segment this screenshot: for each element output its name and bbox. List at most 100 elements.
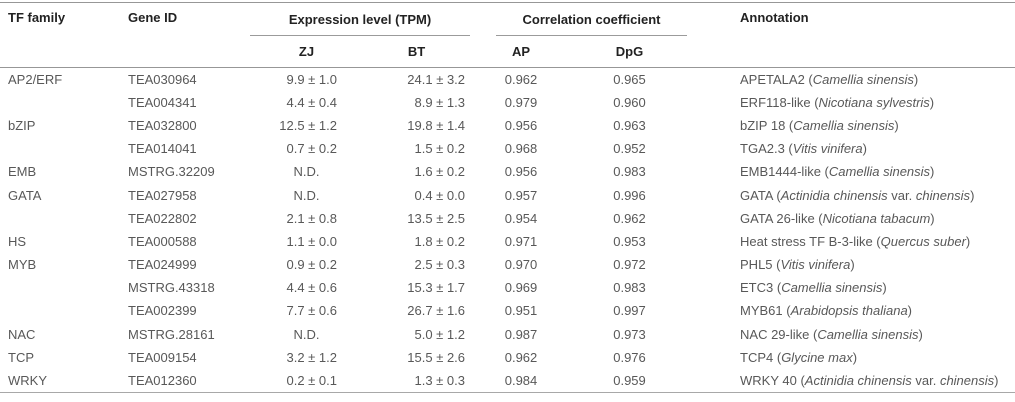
- expression-bt-cell: 0.4 ± 0.0: [414, 187, 466, 203]
- correlation-dpg-cell: 0.963: [613, 117, 646, 133]
- gene-id-cell: MSTRG.32209: [128, 164, 215, 180]
- gene-id-cell: TEA030964: [128, 71, 197, 87]
- col-header-ap: AP: [470, 35, 573, 68]
- annotation-cell: EMB1444-like (Camellia sinensis): [740, 164, 935, 180]
- annotation-cell: MYB61 (Arabidopsis thaliana): [740, 303, 913, 319]
- tf-family-cell: GATA: [8, 187, 42, 203]
- gene-id-cell: TEA002399: [128, 303, 197, 319]
- expression-bt-cell: 15.3 ± 1.7: [407, 280, 466, 296]
- correlation-ap-cell: 0.962: [504, 349, 538, 365]
- table-row: TEA022802 2.1 ± 0.8 13.5 ± 2.5 0.954 0.9…: [0, 207, 1015, 230]
- gene-id-cell: TEA014041: [128, 141, 197, 157]
- expression-zj-cell: 12.5 ± 1.2: [279, 117, 337, 133]
- correlation-dpg-cell: 0.959: [572, 368, 688, 393]
- table-body: AP2/ERF TEA030964 9.9 ± 1.0 24.1 ± 3.2 0…: [0, 68, 1015, 393]
- expression-bt-cell: 13.5 ± 2.5: [407, 210, 466, 226]
- col-header-tf-family: TF family: [0, 2, 120, 68]
- table-row: MSTRG.43318 4.4 ± 0.6 15.3 ± 1.7 0.969 0…: [0, 276, 1015, 299]
- correlation-group-label: Correlation coefficient: [496, 12, 688, 36]
- correlation-ap-cell: 0.970: [504, 257, 538, 273]
- expression-bt-cell: 5.0 ± 1.2: [414, 326, 466, 342]
- gene-id-cell: TEA027958: [128, 187, 197, 203]
- tf-family-cell: HS: [8, 233, 27, 249]
- col-header-gene-id: Gene ID: [120, 2, 250, 68]
- annotation-cell: bZIP 18 (Camellia sinensis): [740, 117, 899, 133]
- correlation-dpg-cell: 0.997: [613, 303, 646, 319]
- correlation-dpg-cell: 0.953: [613, 233, 646, 249]
- expression-zj-cell: 9.9 ± 1.0: [286, 71, 337, 87]
- correlation-dpg-cell: 0.983: [613, 164, 646, 180]
- table-row: AP2/ERF TEA030964 9.9 ± 1.0 24.1 ± 3.2 0…: [0, 68, 1015, 91]
- tf-family-cell: TCP: [8, 349, 34, 365]
- correlation-dpg-cell: 0.965: [613, 71, 646, 87]
- correlation-dpg-cell: 0.962: [613, 210, 646, 226]
- header-row-groups: TF family Gene ID Expression level (TPM)…: [0, 2, 1015, 68]
- expression-zj-cell: N.D.: [293, 164, 320, 180]
- tf-family-cell: EMB: [8, 164, 37, 180]
- table-row: EMB MSTRG.32209 N.D. 1.6 ± 0.2 0.956 0.9…: [0, 160, 1015, 183]
- table-row: WRKY TEA012360 0.2 ± 0.1 1.3 ± 0.3 0.984…: [0, 368, 1015, 393]
- expression-zj-cell: 1.1 ± 0.0: [286, 233, 337, 249]
- col-header-annotation: Annotation: [687, 2, 1015, 68]
- expression-bt-cell: 2.5 ± 0.3: [414, 257, 466, 273]
- annotation-cell: Heat stress TF B-3-like (Quercus suber): [740, 233, 971, 249]
- correlation-ap-cell: 0.957: [504, 187, 538, 203]
- expression-zj-cell: N.D.: [293, 326, 320, 342]
- expression-bt-cell: 24.1 ± 3.2: [407, 71, 466, 87]
- correlation-ap-cell: 0.956: [504, 117, 538, 133]
- col-group-expression-level: Expression level (TPM): [250, 2, 471, 36]
- gene-id-cell: TEA004341: [128, 94, 197, 110]
- annotation-cell: GATA 26-like (Nicotiana tabacum): [740, 210, 935, 226]
- correlation-ap-cell: 0.979: [504, 94, 538, 110]
- expression-zj-cell: N.D.: [293, 187, 320, 203]
- tf-family-cell: [0, 299, 120, 322]
- gene-id-cell: TEA012360: [120, 368, 250, 393]
- annotation-cell: ERF118-like (Nicotiana sylvestris): [740, 94, 935, 110]
- gene-id-cell: TEA024999: [128, 257, 197, 273]
- annotation-cell: WRKY 40 (Actinidia chinensis var. chinen…: [687, 368, 1015, 393]
- expression-zj-cell: 3.2 ± 1.2: [286, 349, 337, 365]
- correlation-ap-cell: 0.954: [504, 210, 538, 226]
- expression-zj-cell: 0.9 ± 0.2: [286, 257, 337, 273]
- annotation-cell: APETALA2 (Camellia sinensis): [740, 71, 919, 87]
- expression-bt-cell: 26.7 ± 1.6: [407, 303, 466, 319]
- correlation-ap-cell: 0.962: [504, 71, 538, 87]
- expression-bt-cell: 1.6 ± 0.2: [414, 164, 466, 180]
- col-header-zj: ZJ: [250, 35, 363, 68]
- expression-group-label: Expression level (TPM): [250, 12, 471, 36]
- gene-id-cell: MSTRG.43318: [128, 280, 215, 296]
- expression-zj-cell: 4.4 ± 0.4: [286, 94, 337, 110]
- table-row: TCP TEA009154 3.2 ± 1.2 15.5 ± 2.6 0.962…: [0, 346, 1015, 369]
- annotation-cell: NAC 29-like (Camellia sinensis): [740, 326, 923, 342]
- table-row: TEA004341 4.4 ± 0.4 8.9 ± 1.3 0.979 0.96…: [0, 91, 1015, 114]
- expression-bt-cell: 15.5 ± 2.6: [407, 349, 466, 365]
- gene-id-cell: TEA032800: [128, 117, 197, 133]
- table-header: TF family Gene ID Expression level (TPM)…: [0, 2, 1015, 68]
- correlation-dpg-cell: 0.976: [613, 349, 646, 365]
- table-row: TEA014041 0.7 ± 0.2 1.5 ± 0.2 0.968 0.95…: [0, 137, 1015, 160]
- expression-bt-cell: 1.5 ± 0.2: [414, 141, 466, 157]
- expression-bt-cell: 1.8 ± 0.2: [414, 233, 466, 249]
- annotation-cell: PHL5 (Vitis vinifera): [740, 257, 855, 273]
- correlation-dpg-cell: 0.952: [613, 141, 646, 157]
- tf-family-cell: [0, 207, 120, 230]
- correlation-dpg-cell: 0.996: [613, 187, 646, 203]
- tf-family-cell: AP2/ERF: [8, 71, 63, 87]
- gene-id-cell: TEA000588: [128, 233, 197, 249]
- gene-id-cell: TEA022802: [128, 210, 197, 226]
- correlation-ap-cell: 0.956: [504, 164, 538, 180]
- annotation-cell: TCP4 (Glycine max): [740, 349, 858, 365]
- correlation-dpg-cell: 0.972: [613, 257, 646, 273]
- expression-zj-cell: 0.2 ± 0.1: [250, 368, 363, 393]
- tf-family-cell: NAC: [8, 326, 36, 342]
- table-row: NAC MSTRG.28161 N.D. 5.0 ± 1.2 0.987 0.9…: [0, 323, 1015, 346]
- col-group-correlation-coefficient: Correlation coefficient: [470, 2, 688, 36]
- tf-family-cell: MYB: [8, 257, 37, 273]
- correlation-ap-cell: 0.971: [504, 233, 538, 249]
- annotation-cell: GATA (Actinidia chinensis var. chinensis…: [740, 187, 975, 203]
- col-header-bt: BT: [363, 35, 471, 68]
- tf-family-cell: bZIP: [8, 117, 36, 133]
- table-row: GATA TEA027958 N.D. 0.4 ± 0.0 0.957 0.99…: [0, 183, 1015, 206]
- tf-family-cell: [0, 276, 120, 299]
